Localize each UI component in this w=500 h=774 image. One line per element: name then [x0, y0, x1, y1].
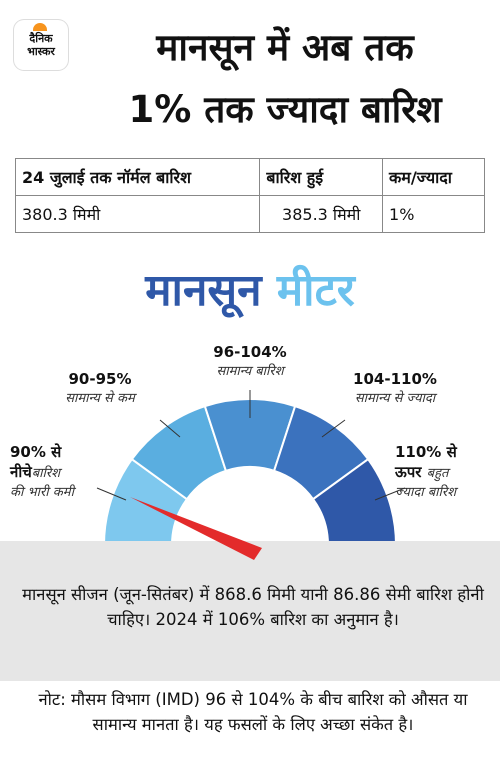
- logo-top: दैनिक: [29, 32, 53, 45]
- meter-title-part: मानसून: [145, 265, 262, 316]
- range: 90% से: [10, 443, 62, 461]
- desc: सामान्य बारिश: [216, 364, 284, 379]
- range: 90-95%: [68, 370, 132, 388]
- note-text: नोट: मौसम विभाग (IMD) 96 से 104% के बीच …: [38, 690, 468, 734]
- range: नीचे: [10, 463, 32, 481]
- cell: 1%: [382, 195, 485, 233]
- desc: बारिश: [31, 466, 61, 481]
- title-line: मानसून में अब तक: [156, 26, 414, 69]
- leader: [159, 419, 181, 438]
- segment-label: 90-95% सामान्य से कम: [40, 370, 160, 406]
- desc: ज्यादा बारिश: [395, 485, 457, 500]
- segment-label: 104-110% सामान्य से ज्यादा: [330, 370, 460, 406]
- logo-bottom: भास्कर: [27, 45, 55, 58]
- desc: बहुत: [426, 466, 449, 481]
- meter-title: मानसून मीटर: [0, 258, 500, 318]
- column-header: बारिश हुई: [259, 158, 384, 196]
- info-box: [0, 541, 500, 681]
- info-text: मानसून सीजन (जून-सितंबर) में 868.6 मिमी …: [22, 585, 484, 629]
- meter-title-part: मीटर: [276, 265, 355, 316]
- rain-table: 24 जुलाई तक नॉर्मल बारिश बारिश हुई कम/ज्या…: [14, 158, 485, 233]
- desc: की भारी कमी: [10, 485, 74, 500]
- desc: सामान्य से ज्यादा: [354, 391, 436, 406]
- desc: सामान्य से कम: [65, 391, 135, 406]
- column-header: कम/ज्यादा: [382, 158, 485, 196]
- range: 104-110%: [353, 370, 437, 388]
- segment-label: 110% से ऊपर बहुत ज्यादा बारिश: [395, 442, 495, 500]
- segment-label: 90% से नीचेबारिश की भारी कमी: [10, 442, 74, 500]
- needle: [130, 497, 262, 560]
- column-header: 24 जुलाई तक नॉर्मल बारिश: [14, 158, 261, 196]
- range: 110% से: [395, 443, 457, 461]
- leader: [96, 487, 127, 501]
- cell: 385.3 मिमी: [259, 195, 384, 233]
- segment-label: 96-104% सामान्य बारिश: [180, 343, 320, 379]
- cell: 380.3 मिमी: [14, 195, 261, 233]
- logo: दैनिक भास्कर: [14, 20, 68, 70]
- range: ऊपर: [395, 463, 422, 481]
- title-line: 1% तक ज्यादा बारिश: [128, 88, 442, 131]
- leader: [374, 487, 406, 501]
- leader: [321, 419, 346, 438]
- range: 96-104%: [213, 343, 287, 361]
